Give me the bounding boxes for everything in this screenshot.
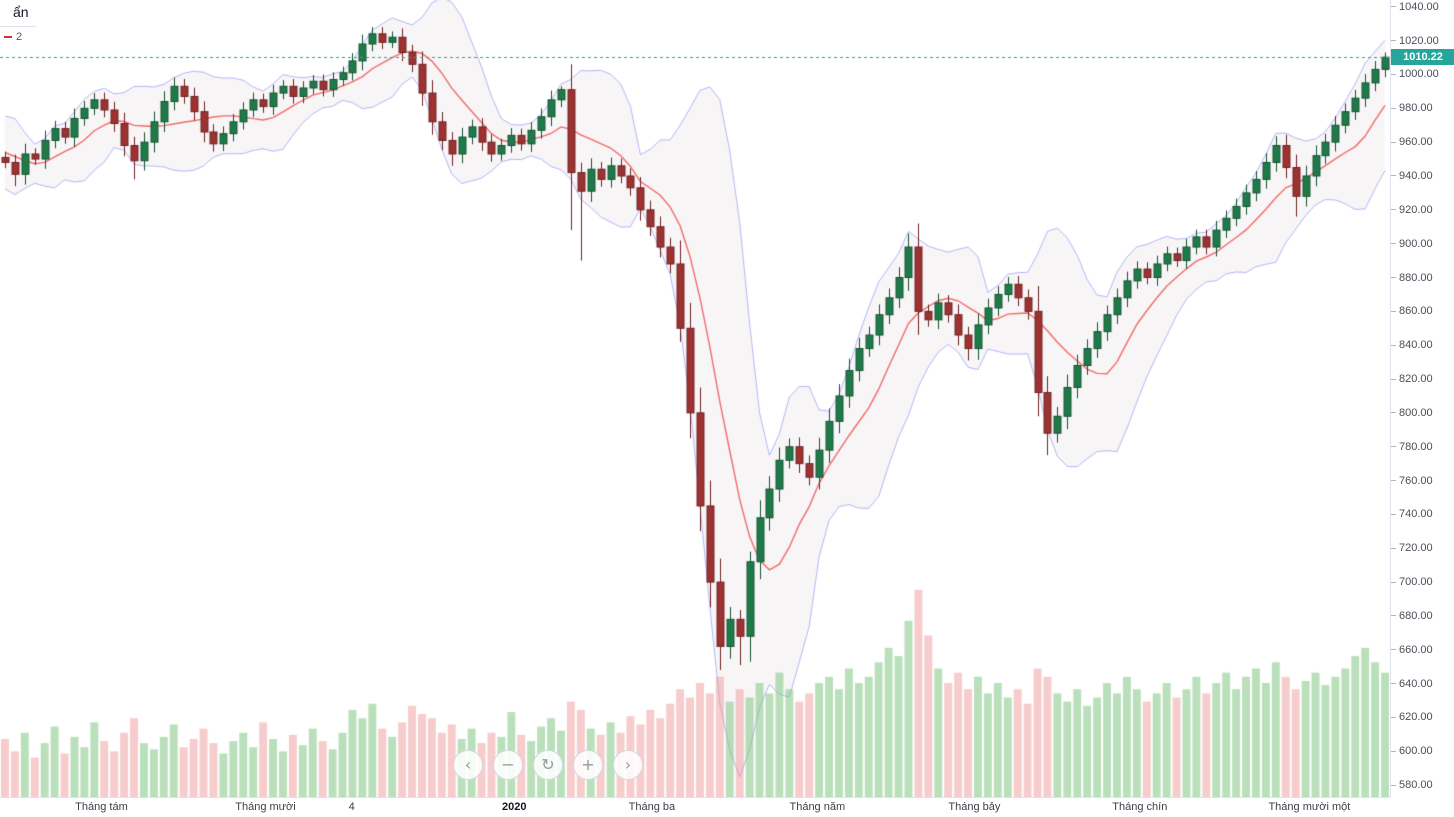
x-axis-label: 4 xyxy=(348,801,355,813)
zoom-in-button[interactable]: + xyxy=(573,750,603,780)
y-axis-tick: 800.00 xyxy=(1391,406,1433,420)
x-axis-label: Tháng tám xyxy=(75,801,128,813)
y-axis-tick: 1020.00 xyxy=(1391,34,1439,48)
x-axis-label: Tháng chín xyxy=(1112,801,1168,813)
legend-divider xyxy=(0,26,36,27)
reset-view-button[interactable]: ↻ xyxy=(533,750,563,780)
chart-nav-controls: ‹ − ↻ + › xyxy=(453,750,643,780)
x-axis-label: Tháng mười một xyxy=(1268,801,1351,813)
current-price-label: 1010.22 xyxy=(1403,51,1443,64)
y-axis-tick: 840.00 xyxy=(1391,338,1433,352)
x-axis-label: Tháng bảy xyxy=(948,801,1001,813)
x-axis-label: 2020 xyxy=(502,801,527,813)
zoom-out-button[interactable]: − xyxy=(493,750,523,780)
chart-legend: ẩn 2 xyxy=(0,4,36,43)
x-axis-label: Tháng mười xyxy=(235,801,296,813)
y-axis-tick: 700.00 xyxy=(1391,575,1433,589)
time-axis[interactable]: Tháng tám Tháng mười 4 2020 Tháng ba Tháng nă… xyxy=(0,797,1390,817)
x-axis-label: Tháng năm xyxy=(789,801,846,813)
y-axis-tick: 780.00 xyxy=(1391,440,1433,454)
y-axis-tick: 660.00 xyxy=(1391,643,1433,657)
price-axis[interactable]: 1010.22 1040.00 1020.00 1000.00 980.00 960.0… xyxy=(1390,0,1454,797)
y-axis-tick: 720.00 xyxy=(1391,541,1433,555)
y-axis-tick: 820.00 xyxy=(1391,372,1433,386)
y-axis-tick: 940.00 xyxy=(1391,169,1433,183)
y-axis-tick: 860.00 xyxy=(1391,304,1433,318)
indicator-legend-value: 2 xyxy=(16,31,23,43)
y-axis-tick: 900.00 xyxy=(1391,237,1433,251)
y-axis-tick: 960.00 xyxy=(1391,135,1433,149)
legend-hide-toggle[interactable]: ẩn xyxy=(13,4,29,20)
y-axis-tick: 920.00 xyxy=(1391,203,1433,217)
y-axis-tick: 1040.00 xyxy=(1391,0,1439,14)
pan-right-button[interactable]: › xyxy=(613,750,643,780)
y-axis-tick: 640.00 xyxy=(1391,677,1433,691)
y-axis-tick: 980.00 xyxy=(1391,101,1433,115)
indicator-swatch-icon xyxy=(4,36,12,38)
pan-left-button[interactable]: ‹ xyxy=(453,750,483,780)
y-axis-tick: 680.00 xyxy=(1391,609,1433,623)
x-axis-label: Tháng ba xyxy=(628,801,676,813)
y-axis-tick: 620.00 xyxy=(1391,710,1433,724)
y-axis-tick: 760.00 xyxy=(1391,474,1433,488)
indicator-legend-row: 2 xyxy=(4,31,36,43)
current-price-badge: 1010.22 xyxy=(1391,49,1454,66)
y-axis-tick: 1000.00 xyxy=(1391,67,1439,81)
y-axis-tick: 580.00 xyxy=(1391,778,1433,792)
y-axis-tick: 740.00 xyxy=(1391,507,1433,521)
y-axis-tick: 880.00 xyxy=(1391,271,1433,285)
price-chart-canvas[interactable] xyxy=(0,0,1390,797)
y-axis-tick: 600.00 xyxy=(1391,744,1433,758)
